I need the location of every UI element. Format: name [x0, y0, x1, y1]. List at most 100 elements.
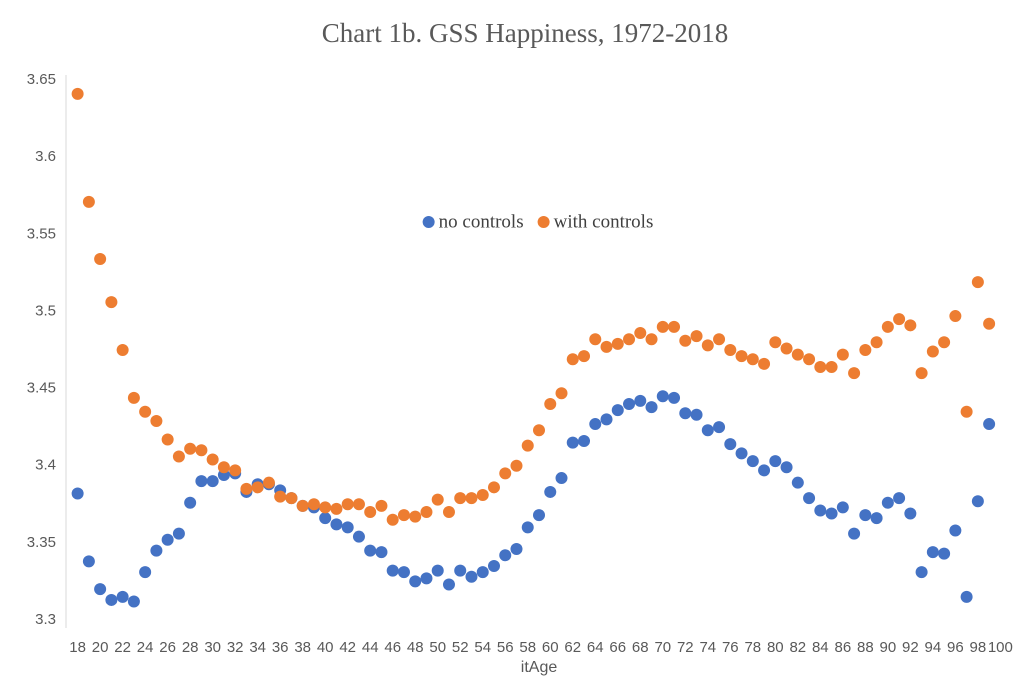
data-point — [690, 408, 703, 421]
data-point — [701, 339, 714, 352]
data-point — [769, 455, 782, 468]
data-point — [409, 510, 422, 523]
data-point — [431, 493, 444, 506]
x-tick-label: 22 — [114, 639, 131, 656]
data-point — [544, 485, 557, 498]
data-point — [915, 566, 928, 579]
data-point — [634, 327, 647, 340]
x-tick-label: 52 — [452, 639, 469, 656]
data-point — [431, 564, 444, 577]
data-point — [600, 413, 613, 426]
data-point — [983, 418, 996, 431]
x-tick-label: 44 — [362, 639, 379, 656]
data-point — [420, 572, 433, 585]
data-point — [566, 353, 579, 366]
data-point — [195, 475, 208, 488]
data-point — [330, 518, 343, 531]
data-point — [352, 498, 365, 511]
data-point — [533, 509, 545, 522]
data-point — [229, 464, 242, 477]
x-tick-label: 70 — [654, 639, 671, 656]
data-point — [679, 334, 692, 347]
x-tick-label: 42 — [339, 639, 356, 656]
data-point — [150, 544, 163, 557]
data-point — [476, 489, 489, 502]
data-point — [386, 564, 399, 577]
data-point — [589, 333, 602, 346]
x-axis-label: itAge — [521, 659, 558, 676]
data-point — [364, 544, 377, 557]
chart-title: Chart 1b. GSS Happiness, 1972-2018 — [322, 18, 729, 48]
data-point — [465, 492, 478, 505]
y-tick-label: 3.35 — [27, 534, 56, 551]
data-point — [578, 435, 591, 448]
data-point — [184, 496, 197, 509]
data-point — [442, 578, 455, 591]
x-tick-label: 48 — [407, 639, 424, 656]
data-point — [938, 547, 951, 560]
x-tick-label: 80 — [767, 639, 784, 656]
data-point — [893, 313, 906, 326]
y-tick-label: 3.6 — [35, 148, 56, 165]
data-point — [668, 320, 681, 333]
data-point — [116, 590, 129, 603]
data-point — [791, 348, 804, 361]
data-point — [555, 472, 568, 485]
x-tick-label: 38 — [294, 639, 311, 656]
x-tick-label: 62 — [564, 639, 581, 656]
data-point — [521, 521, 534, 534]
data-point — [499, 549, 512, 562]
data-point — [623, 333, 636, 346]
data-point — [713, 333, 726, 346]
data-point — [960, 405, 973, 418]
data-point — [803, 492, 816, 505]
data-point — [589, 418, 602, 431]
x-tick-label: 50 — [429, 639, 446, 656]
x-tick-label: 94 — [925, 639, 942, 656]
data-point — [893, 492, 906, 505]
data-point — [848, 527, 861, 540]
x-tick-label: 78 — [744, 639, 761, 656]
data-point — [454, 564, 467, 577]
x-tick-label: 96 — [947, 639, 964, 656]
x-tick-label: 18 — [69, 639, 86, 656]
data-point — [881, 320, 894, 333]
data-point — [476, 566, 489, 579]
y-tick-label: 3.65 — [27, 71, 56, 88]
data-point — [510, 543, 523, 556]
data-point — [206, 475, 219, 488]
data-point — [262, 476, 275, 489]
data-point — [105, 593, 118, 606]
data-point — [746, 455, 759, 468]
data-point — [510, 459, 523, 472]
data-point — [971, 495, 984, 508]
data-point — [127, 595, 140, 608]
y-tick-label: 3.3 — [35, 611, 56, 628]
data-point — [285, 492, 298, 505]
x-tick-label: 36 — [272, 639, 289, 656]
data-point — [645, 333, 658, 346]
x-tick-label: 72 — [677, 639, 694, 656]
data-point — [825, 507, 838, 520]
y-tick-label: 3.4 — [35, 457, 56, 474]
data-point — [105, 296, 118, 309]
x-tick-label: 86 — [834, 639, 851, 656]
data-point — [926, 345, 939, 358]
data-point — [319, 512, 332, 525]
data-point — [746, 353, 759, 366]
x-tick-label: 54 — [474, 639, 491, 656]
data-point — [780, 342, 793, 355]
data-point — [465, 570, 478, 583]
data-point — [656, 320, 669, 333]
x-tick-label: 84 — [812, 639, 829, 656]
data-point — [960, 590, 973, 603]
data-point — [555, 387, 568, 400]
data-point — [139, 405, 152, 418]
data-point — [904, 507, 917, 520]
data-point — [881, 496, 894, 509]
data-point — [848, 367, 861, 380]
x-tick-label: 32 — [227, 639, 244, 656]
x-tick-label: 92 — [902, 639, 919, 656]
x-tick-label: 40 — [317, 639, 334, 656]
